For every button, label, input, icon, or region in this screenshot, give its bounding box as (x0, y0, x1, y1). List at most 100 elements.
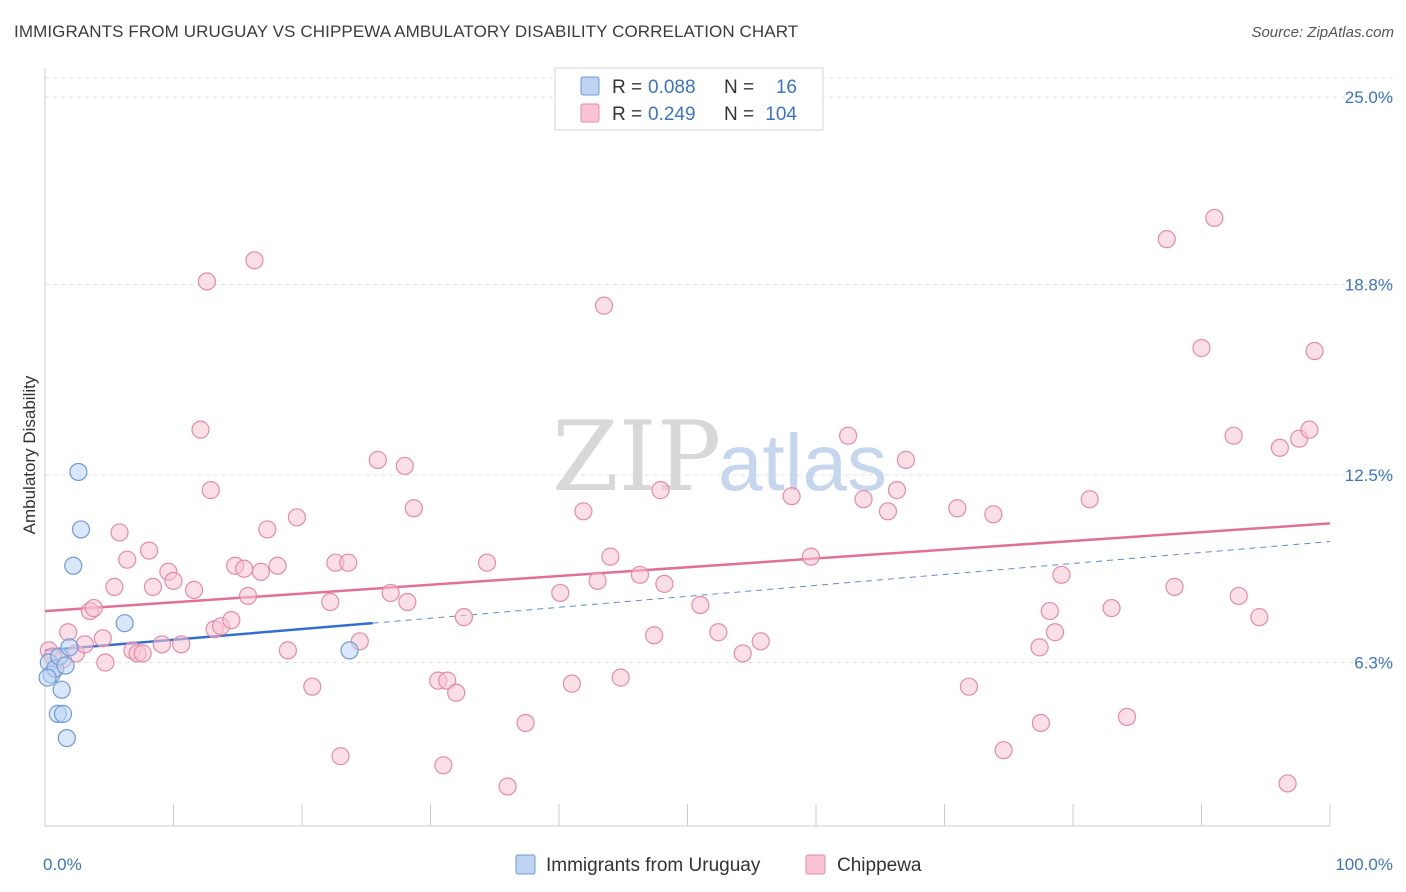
point-chippewa (245, 251, 264, 270)
point-uruguay (69, 462, 88, 482)
point-uruguay (56, 656, 75, 675)
point-chippewa (516, 713, 535, 733)
point-uruguay (115, 614, 134, 633)
point-chippewa (601, 547, 620, 566)
legend-n-value-uruguay: 16 (776, 77, 797, 98)
point-chippewa (96, 653, 115, 672)
point-uruguay (38, 668, 57, 687)
source-label: Source: ZipAtlas.com (1251, 24, 1394, 41)
point-chippewa (782, 487, 801, 506)
point-chippewa (235, 559, 254, 578)
point-chippewa (588, 571, 607, 590)
point-chippewa (477, 553, 497, 572)
point-chippewa (438, 671, 457, 690)
point-chippewa (611, 668, 630, 687)
point-chippewa (191, 420, 210, 439)
point-uruguay (60, 638, 79, 657)
point-chippewa (321, 592, 340, 612)
point-chippewa (222, 611, 241, 630)
point-chippewa (1205, 208, 1224, 228)
point-chippewa (75, 635, 94, 654)
legend-stats: R = 0.088 N = 16 R = 0.249 N = 104 (554, 67, 824, 131)
point-chippewa (404, 499, 423, 518)
point-chippewa (551, 583, 570, 603)
point-chippewa (268, 556, 287, 575)
watermark-zip: ZIP (552, 401, 721, 513)
watermark: ZIP atlas (552, 401, 887, 513)
y-tick-label: 25.0% (1345, 88, 1393, 107)
point-chippewa (84, 598, 103, 618)
point-chippewa (303, 677, 322, 696)
point-chippewa (447, 683, 466, 702)
series-legend-swatch-chippewa (805, 854, 826, 875)
point-chippewa (59, 623, 78, 642)
point-chippewa (398, 592, 417, 612)
point-chippewa (201, 481, 220, 500)
point-chippewa (1300, 420, 1319, 439)
point-chippewa (1080, 490, 1099, 509)
point-chippewa (105, 577, 124, 596)
point-uruguay (71, 520, 91, 539)
point-chippewa (562, 674, 581, 693)
point-chippewa (1229, 586, 1248, 606)
point-chippewa (258, 520, 277, 539)
point-chippewa (839, 426, 858, 445)
trend-lines (44, 522, 1331, 652)
data-points (38, 208, 1324, 796)
legend-n-value-chippewa: 104 (765, 104, 797, 125)
point-chippewa (655, 574, 674, 593)
point-chippewa (733, 644, 752, 663)
y-tick-label: 12.5% (1345, 466, 1393, 485)
x-tick-label: 100.0% (1335, 855, 1393, 874)
point-chippewa (630, 565, 650, 584)
point-chippewa (1305, 341, 1324, 361)
point-chippewa (278, 641, 297, 660)
point-chippewa (454, 608, 474, 627)
y-tick-label: 18.8% (1345, 275, 1393, 294)
point-chippewa (959, 677, 979, 696)
point-chippewa (93, 629, 112, 648)
point-chippewa (110, 523, 129, 542)
point-uruguay (52, 680, 71, 699)
point-chippewa (574, 502, 593, 521)
point-chippewa (1031, 713, 1050, 733)
point-uruguay (53, 704, 73, 723)
point-chippewa (984, 505, 1003, 524)
legend-n-label-chippewa: N = (724, 104, 754, 125)
point-chippewa (594, 296, 614, 315)
trend-line-chippewa (44, 522, 1331, 613)
series-legend-label-chippewa: Chippewa (837, 855, 922, 876)
point-chippewa (498, 777, 517, 796)
legend-swatch-uruguay (580, 76, 600, 96)
point-chippewa (118, 550, 137, 569)
point-chippewa (896, 450, 916, 469)
point-chippewa (197, 272, 217, 291)
point-chippewa (368, 450, 387, 469)
legend-swatch-chippewa (580, 103, 600, 123)
y-tick-label: 6.3% (1354, 653, 1393, 672)
point-chippewa (878, 502, 898, 521)
legend-r-label-uruguay: R = (612, 77, 642, 98)
point-chippewa (381, 583, 400, 603)
legend-r-value-uruguay: 0.088 (648, 77, 696, 98)
point-chippewa (1278, 774, 1297, 793)
point-chippewa (143, 577, 163, 596)
point-chippewa (1270, 438, 1289, 457)
legend-r-label-chippewa: R = (612, 104, 642, 125)
point-chippewa (709, 623, 728, 642)
point-chippewa (1165, 577, 1184, 596)
point-chippewa (887, 481, 907, 500)
point-chippewa (238, 586, 258, 606)
point-chippewa (1250, 608, 1269, 627)
point-chippewa (251, 562, 270, 581)
point-chippewa (152, 635, 172, 654)
point-chippewa (801, 547, 820, 566)
point-chippewa (1224, 426, 1243, 445)
point-chippewa (691, 595, 710, 615)
point-chippewa (1192, 338, 1211, 358)
point-uruguay (57, 728, 76, 748)
point-chippewa (395, 456, 414, 476)
trend-line-uruguay-extrapolated (372, 541, 1331, 624)
y-axis-label: Ambulatory Disability (20, 375, 39, 534)
